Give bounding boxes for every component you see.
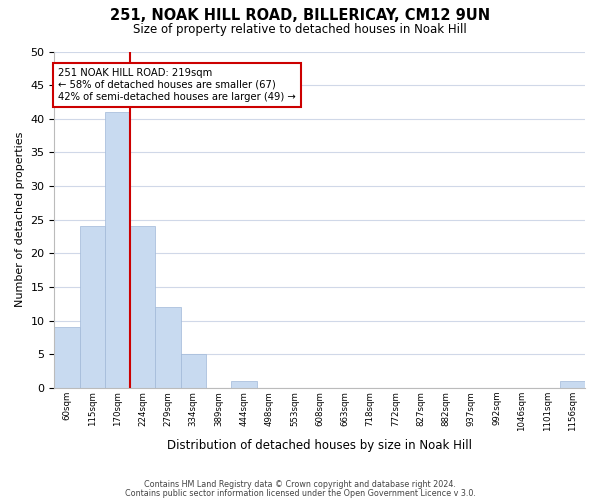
Y-axis label: Number of detached properties: Number of detached properties — [15, 132, 25, 308]
Text: Size of property relative to detached houses in Noak Hill: Size of property relative to detached ho… — [133, 22, 467, 36]
Bar — [155, 308, 181, 388]
Bar — [80, 226, 105, 388]
Bar — [55, 328, 80, 388]
Bar — [105, 112, 130, 388]
Text: Contains public sector information licensed under the Open Government Licence v : Contains public sector information licen… — [125, 488, 475, 498]
Text: 251 NOAK HILL ROAD: 219sqm
← 58% of detached houses are smaller (67)
42% of semi: 251 NOAK HILL ROAD: 219sqm ← 58% of deta… — [58, 68, 296, 102]
Text: 251, NOAK HILL ROAD, BILLERICAY, CM12 9UN: 251, NOAK HILL ROAD, BILLERICAY, CM12 9U… — [110, 8, 490, 22]
X-axis label: Distribution of detached houses by size in Noak Hill: Distribution of detached houses by size … — [167, 440, 472, 452]
Bar — [560, 382, 585, 388]
Bar — [231, 382, 257, 388]
Bar — [130, 226, 155, 388]
Bar — [181, 354, 206, 388]
Text: Contains HM Land Registry data © Crown copyright and database right 2024.: Contains HM Land Registry data © Crown c… — [144, 480, 456, 489]
